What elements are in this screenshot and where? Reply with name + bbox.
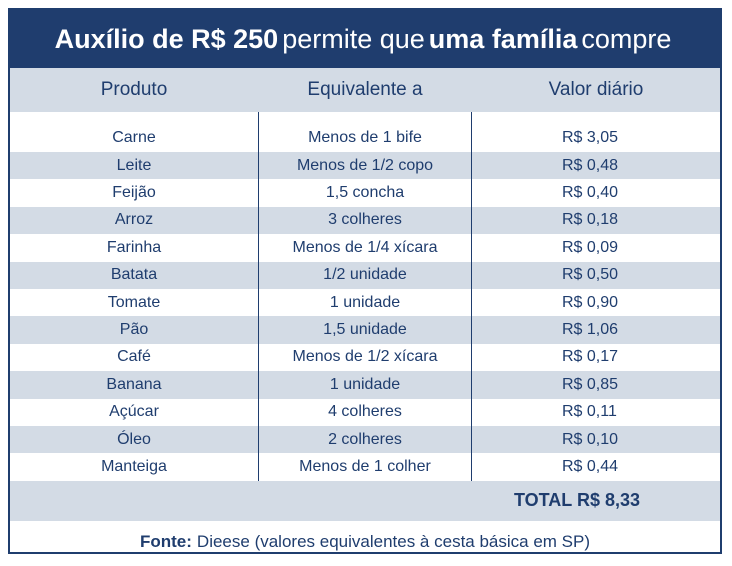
cell-equivalente: 4 colheres bbox=[258, 398, 472, 426]
cell-valor: R$ 0,11 bbox=[562, 403, 617, 421]
cell-produto: Café bbox=[117, 348, 151, 366]
table-body: Carne Menos de 1 bife R$ 3,05 Leite Menos de… bbox=[10, 112, 720, 481]
table-row: Feijão 1,5 concha R$ 0,40 bbox=[10, 179, 720, 207]
source-label: Fonte: bbox=[139, 531, 192, 551]
cell-produto: Banana bbox=[106, 375, 162, 393]
title-part-2: permite que bbox=[282, 23, 425, 54]
header-produto: Produto bbox=[100, 79, 168, 100]
title-part-1: Auxílio de R$ 250 bbox=[54, 23, 279, 54]
cell-produto: Arroz bbox=[114, 211, 154, 229]
table-row: Carne Menos de 1 bife R$ 3,05 bbox=[10, 112, 720, 152]
cell-equivalente: Menos de 1 colher bbox=[258, 453, 472, 481]
cell-equivalente: 1 unidade bbox=[258, 288, 472, 317]
cell-valor: R$ 0,85 bbox=[562, 375, 619, 393]
cell-equivalente: 2 colheres bbox=[258, 425, 472, 454]
cell-produto: Óleo bbox=[117, 430, 151, 448]
table-row: Leite Menos de 1/2 copo R$ 0,48 bbox=[10, 152, 720, 180]
cell-produto: Carne bbox=[112, 129, 156, 146]
cell-valor: R$ 0,17 bbox=[562, 348, 619, 366]
table-row: Arroz 3 colheres R$ 0,18 bbox=[10, 206, 720, 235]
cell-valor: R$ 0,40 bbox=[562, 184, 619, 202]
cell-produto: Leite bbox=[116, 156, 152, 174]
infographic-frame: Auxílio de R$ 250 permite que uma famíli… bbox=[8, 8, 722, 554]
cell-valor: R$ 1,06 bbox=[562, 321, 619, 339]
cell-equivalente: Menos de 1/2 xícara bbox=[258, 343, 472, 372]
cell-valor: R$ 3,05 bbox=[562, 129, 619, 146]
cell-equivalente: 3 colheres bbox=[258, 206, 472, 235]
cell-valor: R$ 0,90 bbox=[562, 293, 619, 311]
cell-equivalente: 1,5 concha bbox=[258, 179, 472, 207]
title-bar: Auxílio de R$ 250 permite que uma famíli… bbox=[10, 10, 720, 68]
cell-equivalente: Menos de 1/4 xícara bbox=[258, 234, 472, 262]
table-row: Manteiga Menos de 1 colher R$ 0,44 bbox=[10, 453, 720, 481]
source-note: Fonte: Dieese (valores equivalentes à ce… bbox=[10, 521, 720, 563]
table-row: Açúcar 4 colheres R$ 0,11 bbox=[10, 398, 720, 426]
cell-equivalente: Menos de 1/2 copo bbox=[258, 152, 472, 180]
table-row: Batata 1/2 unidade R$ 0,50 bbox=[10, 261, 720, 289]
cell-equivalente: 1 unidade bbox=[258, 371, 472, 399]
table-row: Pão 1,5 unidade R$ 1,06 bbox=[10, 316, 720, 344]
cell-produto: Pão bbox=[119, 321, 149, 339]
title-part-4: compre bbox=[581, 23, 672, 54]
cell-equivalente: Menos de 1 bife bbox=[258, 112, 472, 152]
cell-produto: Manteiga bbox=[101, 457, 167, 475]
cell-produto: Batata bbox=[110, 266, 158, 284]
table-header: Produto Equivalente a Valor diário bbox=[10, 68, 720, 112]
cell-valor: R$ 0,09 bbox=[562, 238, 619, 256]
cell-valor: R$ 0,10 bbox=[562, 430, 619, 448]
table-row: Banana 1 unidade R$ 0,85 bbox=[10, 371, 720, 399]
cell-produto: Farinha bbox=[106, 238, 162, 256]
source-text: Dieese (valores equivalentes à cesta bás… bbox=[196, 531, 591, 551]
header-valor: Valor diário bbox=[548, 79, 644, 100]
table-row: Farinha Menos de 1/4 xícara R$ 0,09 bbox=[10, 234, 720, 262]
title-part-3: uma família bbox=[428, 23, 578, 54]
cell-valor: R$ 0,44 bbox=[562, 457, 619, 475]
cell-produto: Açúcar bbox=[109, 403, 159, 421]
header-equivalente: Equivalente a bbox=[307, 79, 423, 100]
cell-equivalente: 1/2 unidade bbox=[258, 261, 472, 289]
table-row: Tomate 1 unidade R$ 0,90 bbox=[10, 288, 720, 317]
cell-produto: Feijão bbox=[112, 184, 156, 202]
cell-valor: R$ 0,50 bbox=[562, 266, 619, 284]
total-row: TOTAL R$ 8,33 bbox=[10, 480, 720, 521]
cell-produto: Tomate bbox=[107, 293, 161, 311]
cell-equivalente: 1,5 unidade bbox=[258, 316, 472, 344]
table-row: Óleo 2 colheres R$ 0,10 bbox=[10, 425, 720, 454]
cell-valor: R$ 0,18 bbox=[562, 211, 619, 229]
cell-valor: R$ 0,48 bbox=[562, 156, 619, 174]
table-row: Café Menos de 1/2 xícara R$ 0,17 bbox=[10, 343, 720, 372]
